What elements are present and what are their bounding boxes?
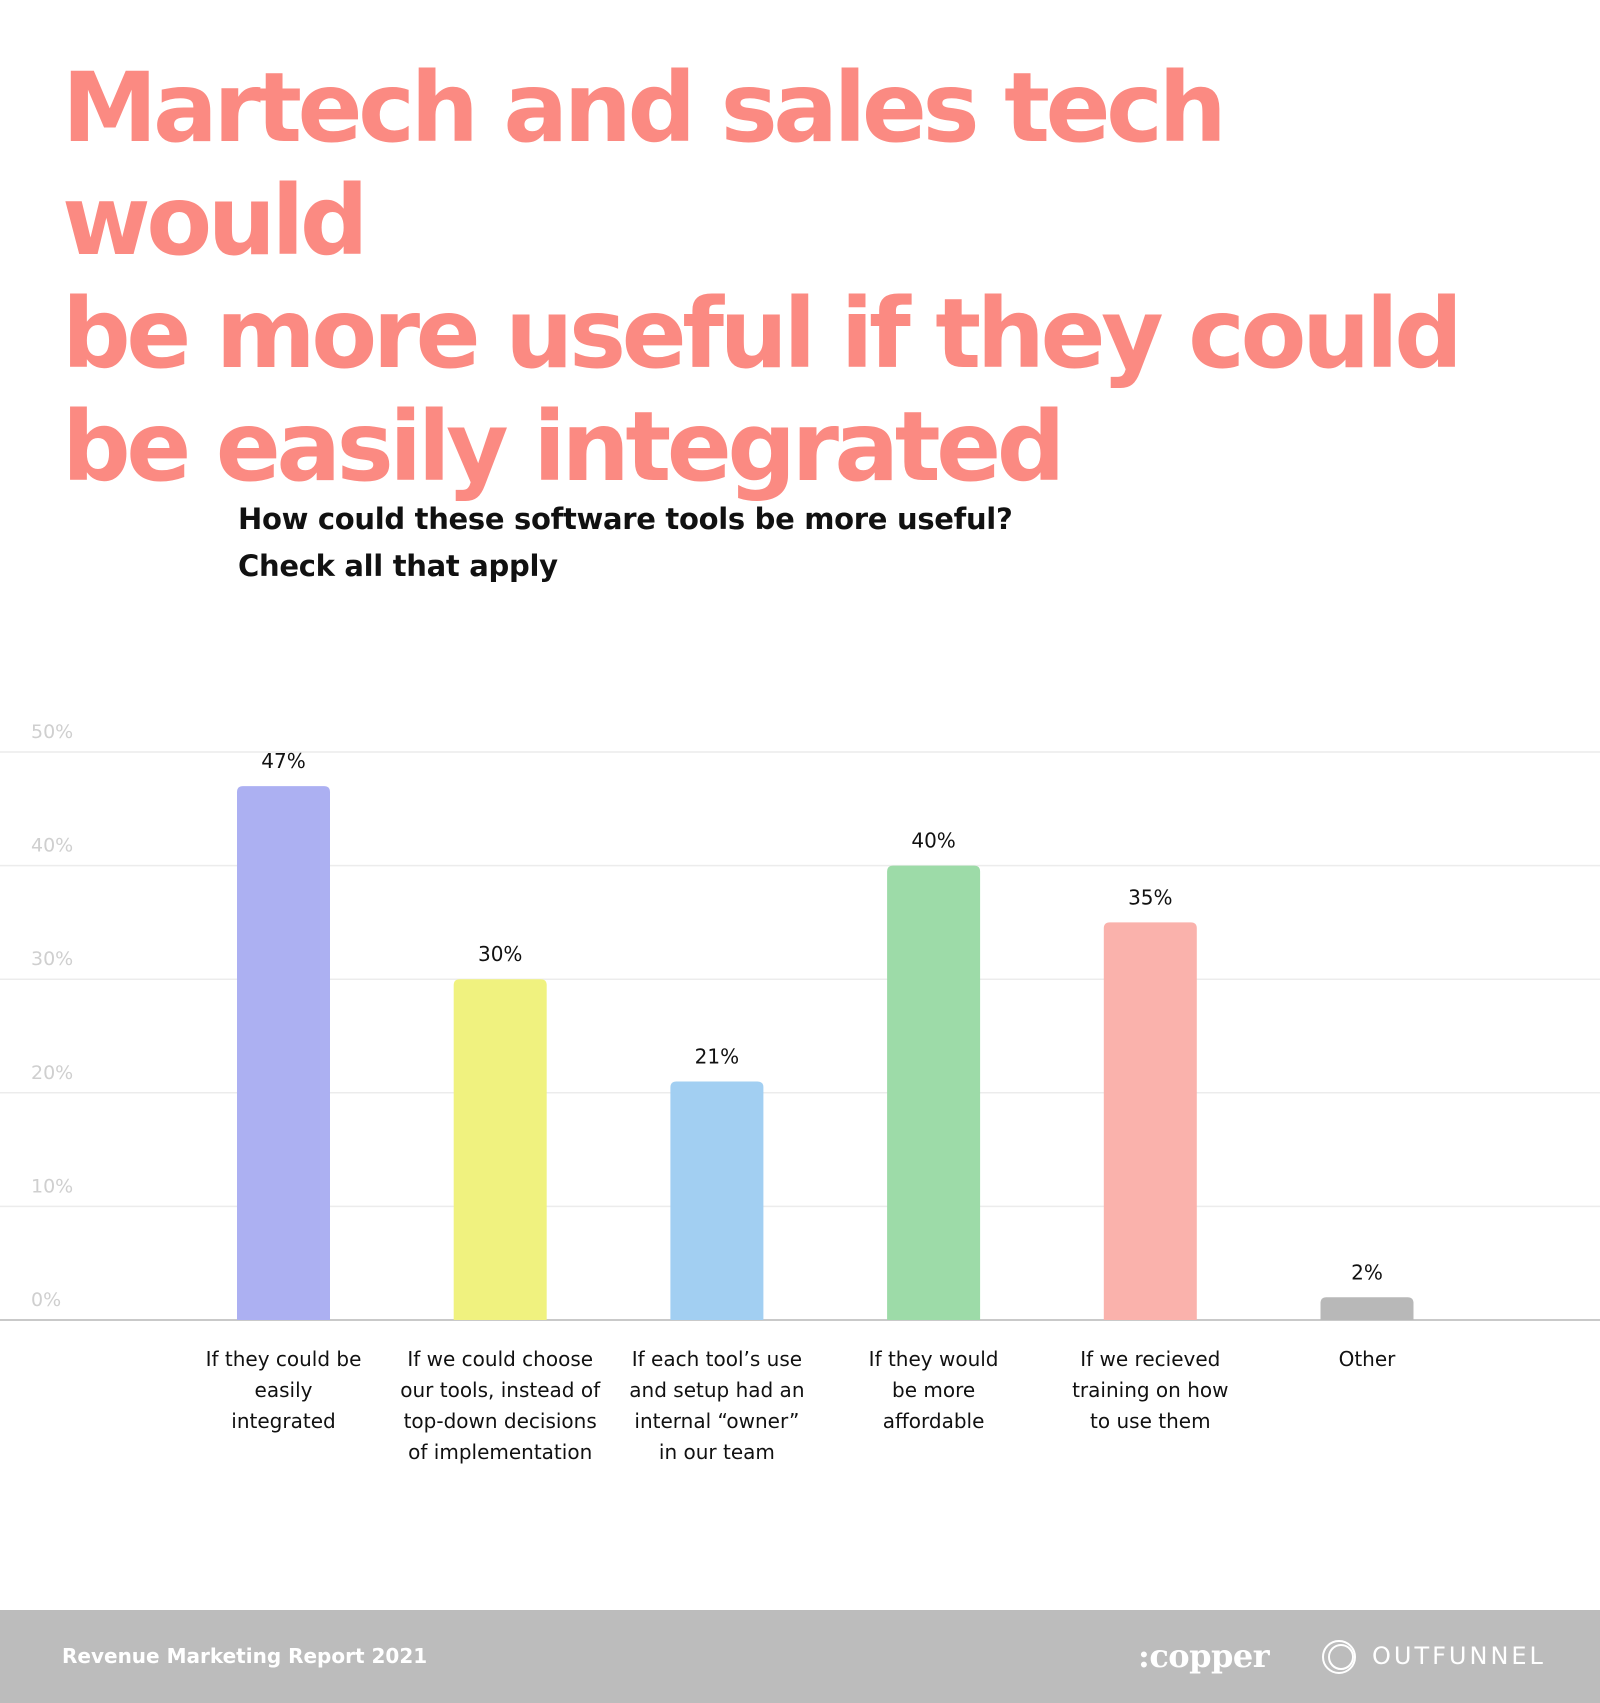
category-label: If we recieved bbox=[1080, 1347, 1220, 1371]
category-label: affordable bbox=[883, 1409, 985, 1433]
category-label: in our team bbox=[659, 1440, 775, 1464]
category-label: internal “owner” bbox=[634, 1409, 799, 1433]
outfunnel-ring-icon bbox=[1322, 1640, 1356, 1674]
y-tick-label: 50% bbox=[31, 721, 73, 743]
category-label: our tools, instead of bbox=[400, 1378, 601, 1402]
category-label: If each tool’s use bbox=[632, 1347, 802, 1371]
category-label: to use them bbox=[1090, 1409, 1211, 1433]
y-tick-label: 20% bbox=[31, 1062, 73, 1084]
y-tick-label: 10% bbox=[31, 1175, 73, 1197]
category-label: If they would bbox=[869, 1347, 999, 1371]
category-label: easily bbox=[255, 1378, 313, 1402]
category-label: Other bbox=[1339, 1347, 1397, 1371]
chart-subtitle: Check all that apply bbox=[238, 549, 558, 583]
y-tick-label: 40% bbox=[31, 835, 73, 857]
data-label: 47% bbox=[261, 749, 305, 773]
data-label: 35% bbox=[1128, 885, 1172, 909]
bar bbox=[237, 786, 330, 1320]
category-label: and setup had an bbox=[629, 1378, 804, 1402]
category-label: integrated bbox=[231, 1409, 335, 1433]
category-label: If we could choose bbox=[407, 1347, 593, 1371]
data-label: 30% bbox=[478, 942, 522, 966]
bar bbox=[670, 1081, 764, 1320]
footer: Revenue Marketing Report 2021 :copper OU… bbox=[0, 1610, 1600, 1703]
bar bbox=[1103, 922, 1197, 1320]
data-label: 2% bbox=[1351, 1260, 1383, 1284]
y-tick-label: 0% bbox=[31, 1289, 61, 1311]
bar bbox=[1320, 1297, 1414, 1320]
bar-chart: 0% 10% 20% 30% 40% 50% 47% If they could be easi… bbox=[0, 721, 1600, 1464]
category-label: If they could be bbox=[206, 1347, 362, 1371]
category-label: be more bbox=[892, 1378, 975, 1402]
data-label: 21% bbox=[695, 1044, 739, 1068]
report-label: Revenue Marketing Report 2021 bbox=[62, 1644, 428, 1668]
chart-title: How could these software tools be more u… bbox=[238, 502, 1013, 536]
category-label: training on how bbox=[1072, 1378, 1228, 1402]
bar bbox=[887, 865, 981, 1320]
outfunnel-logo: OUTFUNNEL bbox=[1372, 1642, 1546, 1670]
page-title: Martech and sales tech would be more use… bbox=[62, 52, 1542, 504]
category-label: of implementation bbox=[408, 1440, 592, 1464]
copper-logo: :copper bbox=[1138, 1637, 1270, 1675]
title-line: Martech and sales tech would bbox=[62, 52, 1227, 277]
bar bbox=[453, 979, 547, 1320]
y-tick-label: 30% bbox=[31, 948, 73, 970]
data-label: 40% bbox=[911, 829, 955, 853]
category-label: top-down decisions bbox=[404, 1409, 597, 1433]
chart-question: How could these software tools be more u… bbox=[238, 496, 1013, 590]
title-line: be easily integrated bbox=[62, 391, 1065, 503]
title-line: be more useful if they could bbox=[62, 278, 1463, 390]
